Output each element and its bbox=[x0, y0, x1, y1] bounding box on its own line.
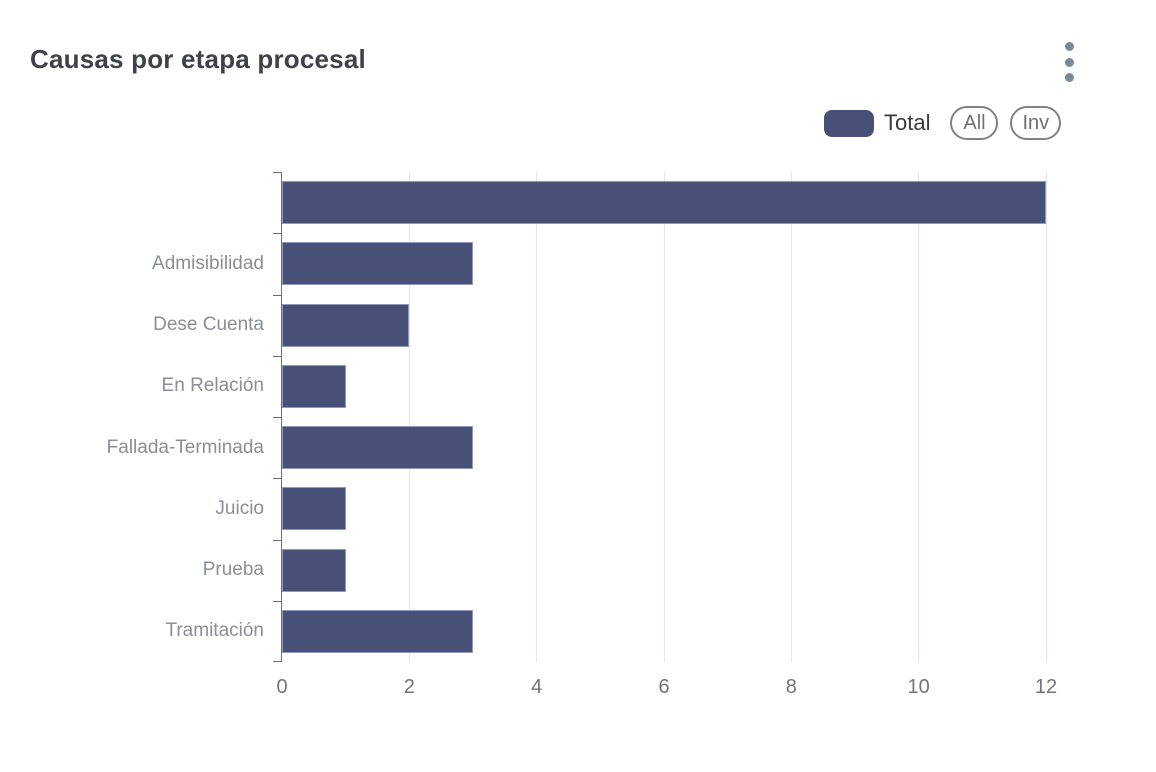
bar-Prueba[interactable] bbox=[282, 548, 346, 592]
x-axis-tick-label: 12 bbox=[1034, 676, 1058, 698]
x-axis-tick-label: 0 bbox=[276, 676, 288, 698]
kebab-dot bbox=[1064, 73, 1074, 82]
y-axis-tick bbox=[273, 233, 282, 234]
category-label: Tramitación bbox=[165, 620, 264, 642]
y-axis-tick bbox=[273, 417, 282, 418]
category-label bbox=[24, 172, 264, 233]
category-label: Juicio bbox=[215, 497, 264, 519]
category-label: Admisibilidad bbox=[152, 252, 264, 274]
legend-select-inverse-button[interactable]: Inv bbox=[1010, 106, 1062, 140]
chart-title: Causas por etapa procesal bbox=[30, 44, 366, 74]
gridline-x-2 bbox=[408, 172, 410, 662]
x-axis-tick-label: 4 bbox=[531, 676, 543, 698]
x-axis-tick-label: 2 bbox=[403, 676, 415, 698]
legend-swatch bbox=[824, 109, 874, 137]
x-axis-tick-label: 10 bbox=[907, 676, 930, 698]
kebab-dot bbox=[1064, 57, 1074, 67]
gridline-x-8 bbox=[790, 172, 792, 662]
gridline-x-6 bbox=[663, 172, 665, 662]
y-axis-tick bbox=[273, 601, 282, 602]
category-label: Dese Cuenta bbox=[153, 314, 264, 336]
y-axis-tick bbox=[273, 478, 282, 479]
category-label: En Relación bbox=[161, 375, 264, 397]
gridline-x-4 bbox=[536, 172, 538, 662]
bar-Tramitación[interactable] bbox=[282, 609, 473, 653]
category-label: Prueba bbox=[202, 559, 264, 581]
bar-Juicio[interactable] bbox=[282, 487, 346, 531]
y-axis-tick bbox=[273, 172, 282, 173]
y-axis-tick bbox=[273, 661, 282, 662]
x-axis-tick-label: 8 bbox=[785, 676, 797, 698]
bar-En Relación[interactable] bbox=[282, 364, 346, 408]
legend-select-all-button[interactable]: All bbox=[950, 106, 999, 140]
bar-Admisibilidad[interactable] bbox=[282, 242, 473, 286]
x-axis-tick-label: 6 bbox=[658, 676, 670, 698]
plot-area: Admisibilidad Dese Cuenta En Relación Falla… bbox=[107, 172, 1057, 698]
kebab-dot bbox=[1064, 42, 1074, 51]
legend: Total All Inv bbox=[824, 105, 1062, 141]
category-label: Fallada-Terminada bbox=[106, 436, 264, 458]
bar-Dese Cuenta[interactable] bbox=[282, 303, 410, 347]
bar-sin-etapa[interactable] bbox=[282, 181, 1046, 225]
y-axis-tick bbox=[273, 356, 282, 357]
kebab-menu-icon[interactable] bbox=[1060, 42, 1078, 82]
y-axis-tick bbox=[273, 295, 282, 296]
legend-label: Total bbox=[884, 110, 931, 135]
legend-item-total[interactable]: Total bbox=[824, 109, 931, 137]
y-axis-tick bbox=[273, 540, 282, 541]
gridline-x-10 bbox=[918, 172, 920, 662]
gridline-x-12 bbox=[1045, 172, 1047, 662]
bar-Fallada-Terminada[interactable] bbox=[282, 426, 473, 470]
